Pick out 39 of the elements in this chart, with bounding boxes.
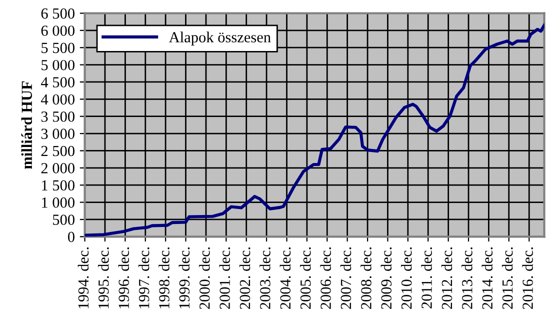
legend-label: Alapok összesen <box>168 32 271 46</box>
y-axis-title: milliárd HUF <box>21 81 32 169</box>
x-tick-label: 2014. dec. <box>482 247 493 309</box>
x-tick-label: 2013. dec. <box>462 247 472 309</box>
x-tick-label: 2004. dec. <box>280 247 291 309</box>
x-tick-label: 2006. dec. <box>320 247 332 309</box>
y-tick-label: 0 <box>68 232 74 242</box>
x-tick-label: 2001. dec. <box>219 247 230 309</box>
x-tick-label: 2011. dec. <box>421 247 432 308</box>
x-tick-label: 2008. dec. <box>360 247 372 309</box>
x-tick-label: 2002. dec. <box>239 247 250 309</box>
x-tick-label: 2007. dec. <box>340 247 352 309</box>
y-tick-label: 1 500 <box>42 180 74 191</box>
x-tick-label: 1994. dec. <box>78 247 89 308</box>
x-tick-label: 2016. dec. <box>522 247 534 309</box>
x-tick-label: 2010. dec. <box>400 247 412 309</box>
x-tick-label: 2000. dec. <box>199 247 210 309</box>
x-tick-label: 2003. dec. <box>260 247 270 309</box>
y-tick-label: 500 <box>53 214 74 225</box>
x-tick-label: 2009. dec. <box>380 247 392 309</box>
y-tick-label: 6 500 <box>41 8 74 19</box>
y-tick-label: 3 000 <box>41 128 74 139</box>
x-tick-label: 1996. dec. <box>118 247 130 308</box>
x-tick-label: 1998. dec. <box>158 247 170 308</box>
y-tick-label: 4 500 <box>40 77 74 88</box>
y-tick-label: 5 500 <box>42 42 74 54</box>
y-tick-label: 6 000 <box>41 26 74 36</box>
y-tick-label: 5 000 <box>42 60 74 70</box>
y-tick-label: 3 500 <box>41 112 74 122</box>
x-tick-label: 2005. dec. <box>300 247 311 309</box>
x-tick-label: 1997. dec. <box>138 247 150 308</box>
x-tick-label: 1999. dec. <box>178 247 190 308</box>
y-tick-label: 2 000 <box>41 163 74 174</box>
x-tick-label: 2012. dec. <box>441 247 452 309</box>
x-tick-label: 2015. dec. <box>502 247 513 309</box>
x-tick-label: 1995. dec. <box>98 247 109 308</box>
y-tick-label: 2 500 <box>41 146 74 156</box>
y-tick-label: 1 000 <box>42 197 74 208</box>
y-tick-label: 4 000 <box>40 94 74 105</box>
